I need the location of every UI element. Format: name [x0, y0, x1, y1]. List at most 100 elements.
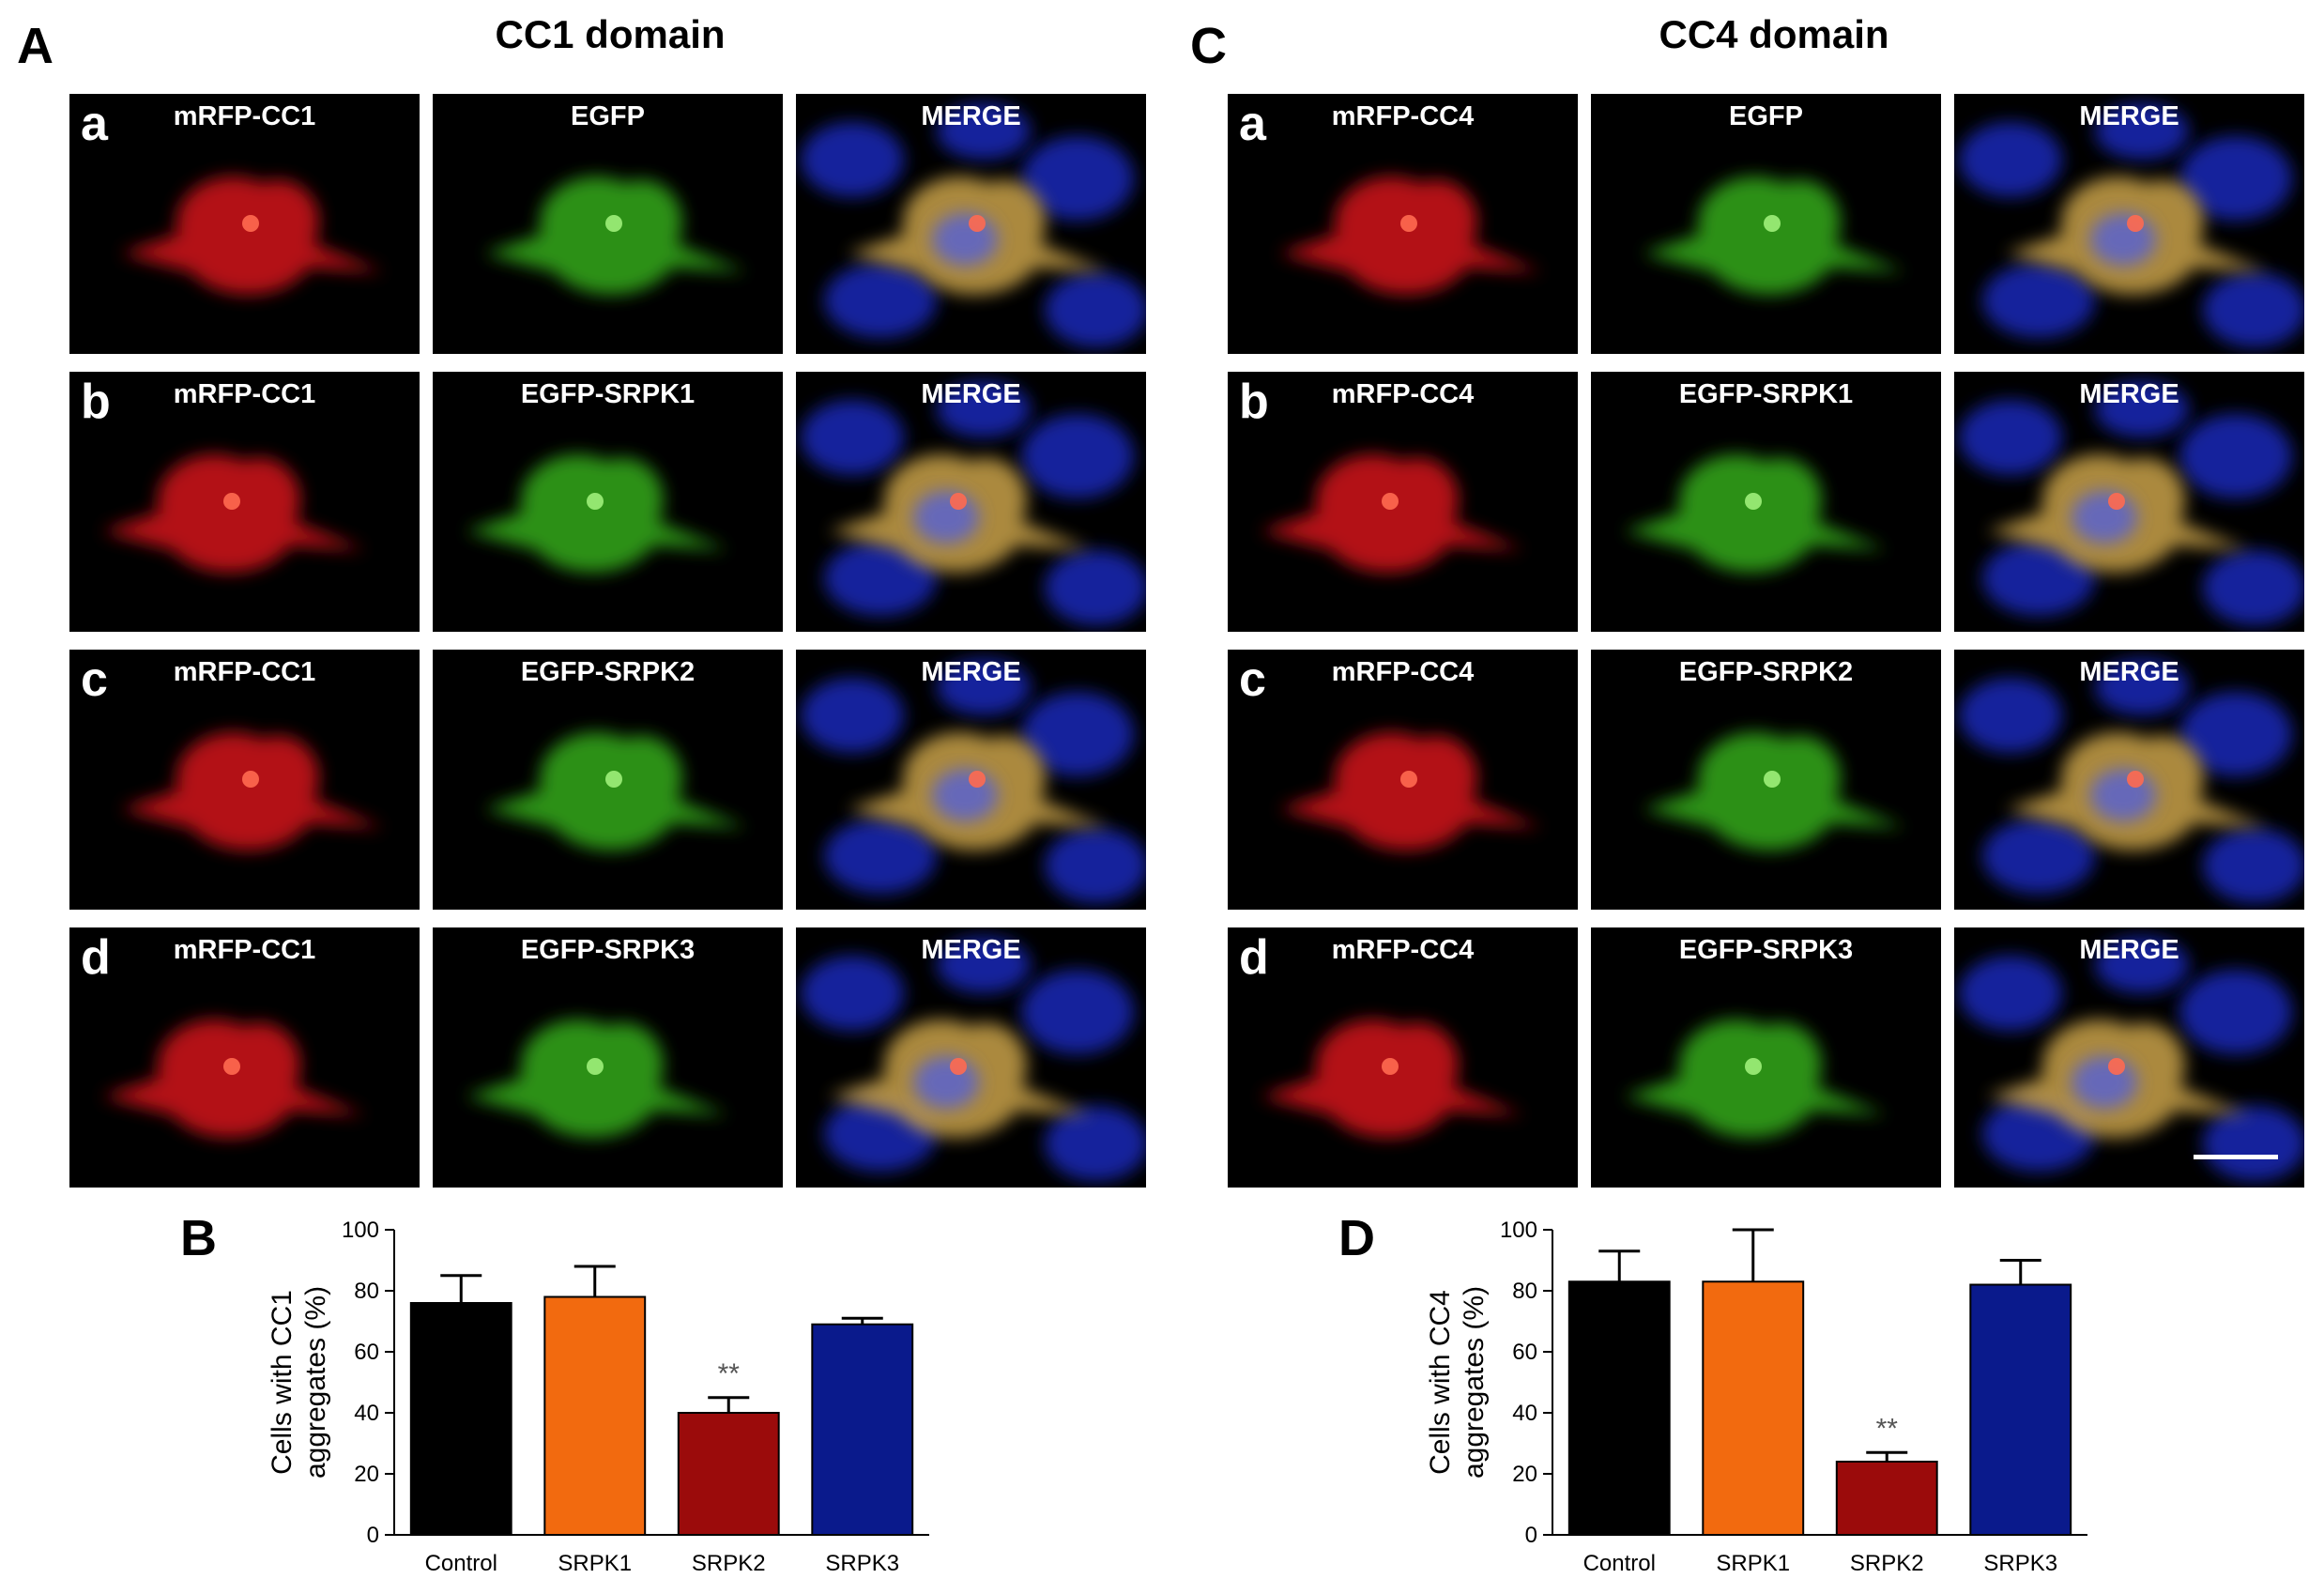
micrograph-right-d-gfp: EGFP-SRPK3 [1591, 927, 1941, 1188]
x-tick-label: Control [425, 1551, 497, 1576]
micrograph-image [801, 659, 1146, 903]
bar-chart-cc4-aggregates: 0 20 40 60 80 100 Cells with CC4 aggregates (%)… [1425, 1218, 2087, 1576]
micrograph-image [1959, 659, 2304, 903]
panel-letter-c: C [1190, 18, 1227, 74]
micrograph-left-d-merge: MERGE [796, 927, 1146, 1188]
micrograph-image [1624, 1019, 1887, 1138]
micrograph-label: MERGE [2079, 379, 2179, 409]
micrograph-label: EGFP-SRPK3 [520, 935, 696, 965]
micrograph-image [801, 937, 1146, 1181]
micrograph-image [1279, 732, 1542, 851]
row-letter: c [1239, 652, 1266, 707]
micrograph-image [102, 1019, 365, 1138]
y-tick-label: 40 [354, 1401, 379, 1426]
micrograph-label: mRFP-CC1 [173, 379, 316, 409]
micrograph-right-b-gfp: EGFP-SRPK1 [1591, 372, 1941, 632]
micrograph-right-c-gfp: EGFP-SRPK2 [1591, 650, 1941, 910]
micrograph-label: mRFP-CC1 [173, 935, 316, 965]
micrograph-image [102, 454, 365, 573]
panel-c-title: CC4 domain [1659, 12, 1889, 56]
y-tick-label: 20 [1512, 1462, 1537, 1487]
bar-srpk2 [1835, 1461, 1938, 1536]
bar-control [409, 1302, 512, 1536]
micrograph-label: EGFP-SRPK2 [1678, 657, 1854, 687]
bar-srpk1 [543, 1295, 647, 1536]
micrograph-label: MERGE [921, 101, 1021, 131]
micrograph-label: EGFP-SRPK1 [1678, 379, 1854, 409]
micrograph-right-a-rfp: mRFP-CC4 a [1228, 94, 1578, 354]
micrograph-left-a-gfp: EGFP [433, 94, 783, 354]
micrograph-image [1279, 176, 1542, 295]
micrograph-image [1261, 454, 1523, 573]
micrograph-right-b-merge: MERGE [1954, 372, 2304, 632]
micrograph-label: mRFP-CC4 [1331, 379, 1475, 409]
micrograph-grid-cc4: mRFP-CC4 a EGFP MERGE mRFP-CC4 b EGFP-SRPK1 MER… [1228, 94, 2305, 1188]
x-tick-label: SRPK1 [1716, 1551, 1790, 1576]
micrograph-right-c-rfp: mRFP-CC4 c [1228, 650, 1578, 910]
micrograph-right-d-rfp: mRFP-CC4 d [1228, 927, 1578, 1188]
x-tick-label: SRPK2 [1850, 1551, 1924, 1576]
micrograph-label: mRFP-CC4 [1331, 101, 1475, 131]
micrograph-label: mRFP-CC4 [1331, 935, 1475, 965]
y-tick-label: 20 [354, 1462, 379, 1487]
panel-letter-b: B [180, 1210, 217, 1266]
micrograph-label: MERGE [2079, 657, 2179, 687]
micrograph-right-a-gfp: EGFP [1591, 94, 1941, 354]
micrograph-image [484, 176, 747, 295]
micrograph-image [1959, 937, 2304, 1181]
bar-srpk1 [1702, 1280, 1805, 1536]
bar-srpk3 [811, 1323, 914, 1536]
micrograph-image [801, 103, 1146, 347]
micrograph-label: mRFP-CC1 [173, 657, 316, 687]
panel-letter-d: D [1338, 1210, 1375, 1266]
scale-bar [2194, 1155, 2278, 1159]
micrograph-label: MERGE [921, 657, 1021, 687]
y-tick-label: 80 [1512, 1279, 1537, 1304]
x-tick-label: SRPK2 [692, 1551, 766, 1576]
panel-a-title: CC1 domain [495, 12, 726, 56]
micrograph-label: MERGE [2079, 101, 2179, 131]
micrograph-left-b-merge: MERGE [796, 372, 1146, 632]
micrograph-image [801, 381, 1146, 625]
x-tick-label: SRPK3 [825, 1551, 899, 1576]
x-tick-label: Control [1583, 1551, 1656, 1576]
micrograph-image [466, 1019, 728, 1138]
micrograph-right-c-merge: MERGE [1954, 650, 2304, 910]
micrograph-left-a-merge: MERGE [796, 94, 1146, 354]
row-letter: a [81, 97, 108, 151]
micrograph-left-c-gfp: EGFP-SRPK2 [433, 650, 783, 910]
bar-srpk3 [1969, 1283, 2072, 1536]
row-letter: b [1239, 375, 1269, 429]
x-tick-label: SRPK1 [558, 1551, 632, 1576]
micrograph-label: MERGE [2079, 935, 2179, 965]
significance-marker: ** [1876, 1413, 1899, 1444]
y-tick-label: 60 [354, 1340, 379, 1365]
micrograph-label: EGFP-SRPK1 [520, 379, 696, 409]
micrograph-image [466, 454, 728, 573]
panel-letter-a: A [17, 18, 54, 74]
row-letter: d [1239, 930, 1269, 985]
y-tick-label: 80 [354, 1279, 379, 1304]
micrograph-right-a-merge: MERGE [1954, 94, 2304, 354]
micrograph-label: EGFP-SRPK2 [520, 657, 696, 687]
micrograph-label: MERGE [921, 935, 1021, 965]
micrograph-left-b-gfp: EGFP-SRPK1 [433, 372, 783, 632]
micrograph-image [1261, 1019, 1523, 1138]
micrograph-left-d-gfp: EGFP-SRPK3 [433, 927, 783, 1188]
micrograph-right-d-merge: MERGE [1954, 927, 2304, 1188]
y-tick-label: 60 [1512, 1340, 1537, 1365]
micrograph-image [484, 732, 747, 851]
micrograph-label: mRFP-CC4 [1331, 657, 1475, 687]
bar-control [1567, 1280, 1671, 1536]
micrograph-label: mRFP-CC1 [173, 101, 316, 131]
micrograph-label: EGFP-SRPK3 [1678, 935, 1854, 965]
micrograph-label: MERGE [921, 379, 1021, 409]
y-axis-label: Cells with CC4 aggregates (%) [1425, 1286, 1490, 1479]
micrograph-image [1624, 454, 1887, 573]
micrograph-left-c-merge: MERGE [796, 650, 1146, 910]
micrograph-image [1959, 381, 2304, 625]
y-tick-label: 100 [342, 1218, 379, 1243]
micrograph-left-a-rfp: mRFP-CC1 a [69, 94, 420, 354]
micrograph-right-b-rfp: mRFP-CC4 b [1228, 372, 1578, 632]
y-tick-label: 0 [367, 1523, 379, 1548]
